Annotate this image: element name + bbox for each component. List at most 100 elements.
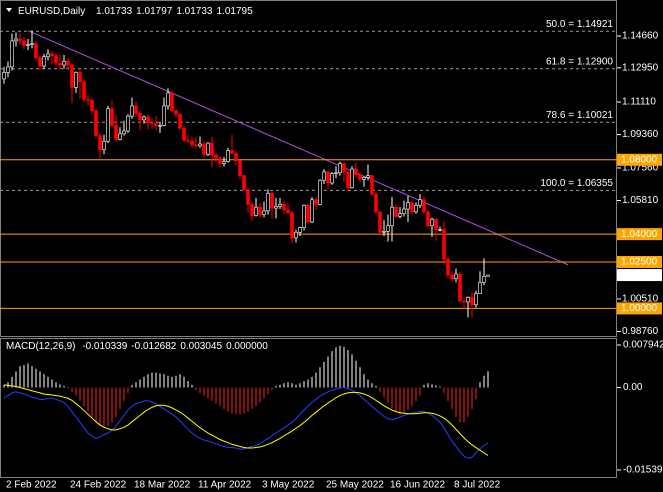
candle-body xyxy=(30,43,34,45)
macd-histogram-bar xyxy=(275,385,277,388)
candle-body xyxy=(14,38,18,42)
macd-histogram-bar xyxy=(323,361,325,388)
macd-histogram-bar xyxy=(343,346,345,388)
candle-body xyxy=(286,209,290,214)
ohlc-readout: 1.01733 xyxy=(96,6,133,17)
macd-histogram-bar xyxy=(363,374,365,388)
macd-histogram-bar xyxy=(199,387,201,393)
macd-histogram-bar xyxy=(339,345,341,388)
macd-histogram-bar xyxy=(355,360,357,388)
x-tick-label: 18 Mar 2022 xyxy=(134,480,191,491)
macd-histogram-bar xyxy=(159,373,161,388)
candle-body xyxy=(278,204,282,207)
candle-body xyxy=(74,72,78,88)
macd-histogram-bar xyxy=(423,384,425,388)
macd-histogram-bar xyxy=(83,387,85,407)
candle-body xyxy=(438,229,442,231)
macd-histogram-bar xyxy=(107,387,109,427)
macd-histogram-bar xyxy=(27,363,29,388)
macd-histogram-bar xyxy=(427,383,429,388)
macd-histogram-bar xyxy=(387,387,389,403)
macd-histogram-bar xyxy=(179,374,181,388)
candle-body xyxy=(150,122,154,124)
macd-histogram-bar xyxy=(59,384,61,388)
macd-y-tick-label: -0.015396 xyxy=(623,465,663,476)
macd-histogram-bar xyxy=(263,387,265,399)
candle-body xyxy=(26,44,30,46)
candle-body xyxy=(274,205,278,209)
candle-body xyxy=(318,179,322,205)
macd-histogram-bar xyxy=(39,371,41,388)
macd-histogram-bar xyxy=(435,385,437,388)
candle-body xyxy=(218,157,222,164)
macd-histogram-bar xyxy=(95,387,97,423)
candle-body xyxy=(366,175,370,178)
macd-histogram-bar xyxy=(331,351,333,388)
candle-body xyxy=(190,140,194,146)
x-tick-label: 3 May 2022 xyxy=(262,480,315,491)
candle-body xyxy=(58,62,62,66)
candle-body xyxy=(282,204,286,211)
candle-body xyxy=(42,56,46,67)
macd-histogram-bar xyxy=(283,383,285,388)
macd-histogram-bar xyxy=(367,379,369,388)
macd-histogram-bar xyxy=(11,376,13,388)
candle-body xyxy=(474,293,478,306)
candle-body xyxy=(70,64,74,88)
candle-body xyxy=(222,161,226,164)
candle-body xyxy=(458,273,462,302)
level-label: 1.00000 xyxy=(621,303,658,314)
macd-histogram-bar xyxy=(271,387,273,391)
candle-body xyxy=(22,40,26,46)
candle-body xyxy=(374,193,378,213)
macd-histogram-bar xyxy=(131,384,133,388)
candle-body xyxy=(206,142,210,155)
level-label-box xyxy=(617,302,662,315)
candle-body xyxy=(414,205,418,213)
macd-histogram-bar xyxy=(395,387,397,412)
candle-body xyxy=(442,229,446,260)
macd-histogram-bar xyxy=(155,372,157,388)
candle-body xyxy=(306,205,310,223)
y-tick-label: 0.98760 xyxy=(622,326,659,337)
macd-histogram-bar xyxy=(7,382,9,388)
candle-body xyxy=(454,273,458,280)
candle-body xyxy=(6,66,10,73)
candle-body xyxy=(254,206,258,216)
macd-histogram-bar xyxy=(399,387,401,415)
candle-body xyxy=(406,202,410,210)
candle-body xyxy=(78,72,82,83)
chart-header: EURUSD,Daily 1.01733 1.01797 1.01733 1.0179… xyxy=(18,6,253,17)
macd-histogram-bar xyxy=(115,387,117,417)
candle-body xyxy=(418,199,422,206)
histogram-readout: 0.003045 xyxy=(180,341,222,352)
macd-histogram-bar xyxy=(407,387,409,411)
candle-body xyxy=(106,108,110,142)
macd-histogram-bar xyxy=(459,387,461,423)
candle-body xyxy=(290,212,294,239)
macd-histogram-bar xyxy=(471,387,473,409)
macd-histogram-bar xyxy=(311,376,313,388)
macd-histogram-bar xyxy=(351,354,353,388)
level-label-box xyxy=(617,228,662,241)
signal-readout: -0.012682 xyxy=(131,341,176,352)
macd-histogram-bar xyxy=(215,387,217,404)
macd-histogram-bar xyxy=(35,368,37,388)
candle-body xyxy=(118,133,122,140)
candle-body xyxy=(338,163,342,174)
macd-histogram-bar xyxy=(151,372,153,388)
macd-histogram-bar xyxy=(187,381,189,388)
candle-body xyxy=(342,163,346,173)
candle-body xyxy=(298,227,302,233)
y-tick-label: 1.09360 xyxy=(622,129,659,140)
macd-histogram-bar xyxy=(447,387,449,401)
fib-label: 50.0 = 1.14921 xyxy=(546,19,613,30)
macd-histogram-bar xyxy=(455,387,457,417)
x-tick-label: 8 Jul 2022 xyxy=(454,480,501,491)
macd-histogram-bar xyxy=(375,385,377,388)
macd-histogram-bar xyxy=(347,350,349,388)
macd-panel-frame xyxy=(0,338,617,478)
candle-body xyxy=(242,175,246,190)
